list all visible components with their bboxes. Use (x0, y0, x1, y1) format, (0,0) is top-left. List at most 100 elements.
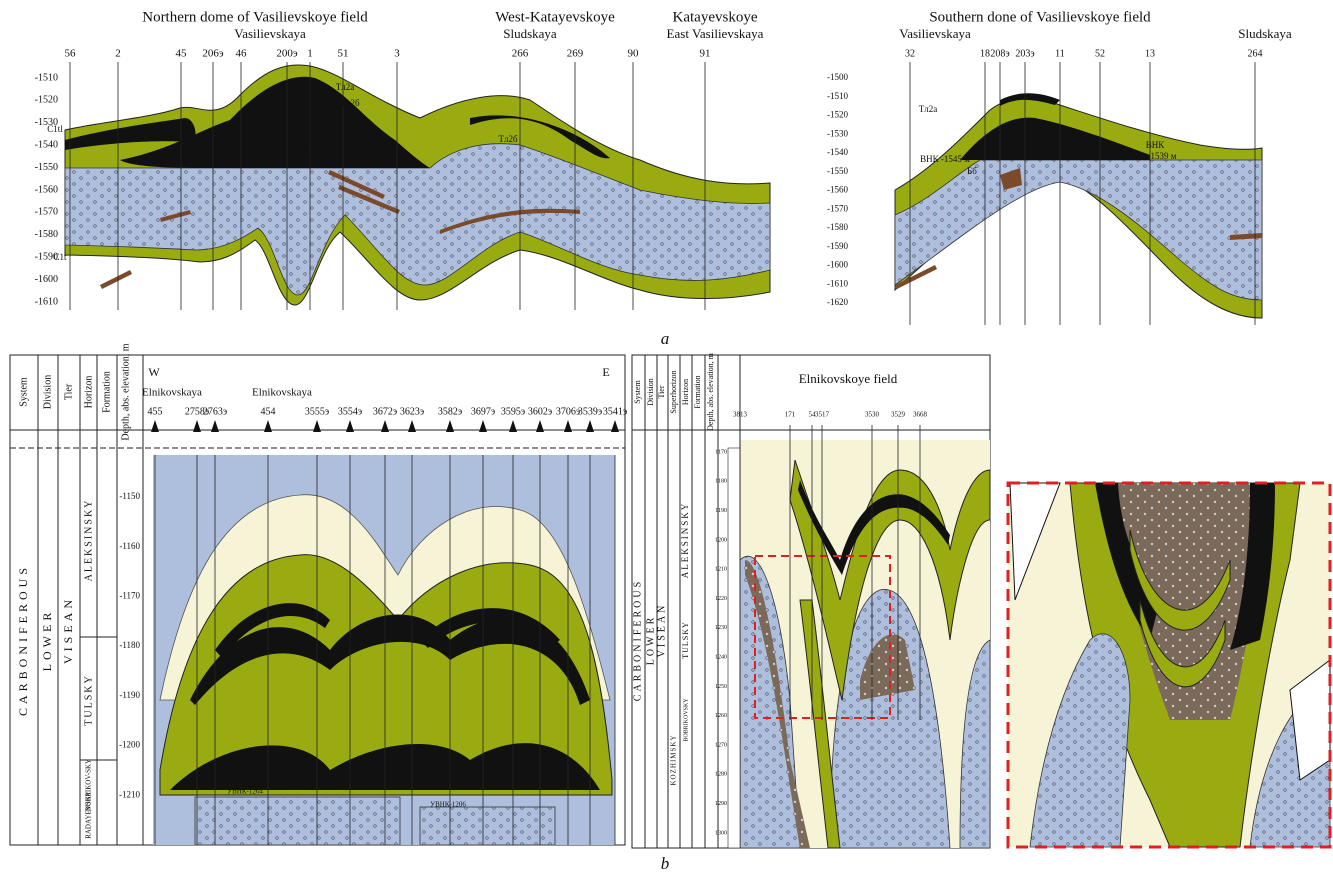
well-label: 52 (1095, 48, 1105, 59)
well-label: 1 (307, 48, 313, 60)
well-label: 90 (628, 48, 640, 60)
column-header: System (633, 379, 642, 403)
depth-label: 1170 (715, 449, 727, 455)
column-header: Tier (657, 385, 666, 398)
heading: Southern done of Vasilievskoye field (929, 9, 1151, 25)
stratigraphic-unit: VISEAN (61, 596, 75, 664)
well-marker (536, 420, 544, 432)
heading: Vasilievskaya (899, 26, 971, 41)
stratigraphic-unit: ALEKSINSKY (680, 502, 690, 579)
depth-label: 1200 (715, 537, 727, 543)
well-marker (313, 420, 321, 432)
well-label: 3672э (373, 406, 397, 417)
zoom-panel (1008, 483, 1330, 847)
depth-label: -1610 (35, 296, 58, 307)
depth-label: -1570 (827, 203, 848, 213)
well-label: 3554э (338, 406, 362, 417)
heading: Elnikovskoye field (799, 371, 898, 386)
depth-label: 1240 (715, 654, 727, 660)
well-marker (509, 420, 517, 432)
annotation: Tл2а (336, 82, 354, 92)
depth-label: 1190 (715, 508, 727, 514)
stratigraphic-unit: VISEAN (656, 603, 667, 658)
well-label: 200э (276, 48, 298, 60)
depth-label: -1540 (827, 147, 848, 157)
well-label: 46 (236, 48, 248, 60)
well-label: 13 (1145, 48, 1155, 59)
depth-label: -1550 (35, 162, 58, 173)
depth-label: -1510 (35, 72, 58, 83)
well-label: 208э (990, 48, 1009, 59)
well-label: 11 (1055, 48, 1065, 59)
well-label: 264 (1248, 48, 1263, 59)
depth-label: 1220 (715, 596, 727, 602)
annotation: C1t (53, 252, 67, 262)
caption: b (661, 854, 670, 873)
well-label: 3668 (913, 411, 928, 419)
column-header: Superhorizon (669, 370, 678, 413)
column-header: Depth, abs. elevation, m (706, 352, 715, 431)
stratigraphic-unit: CARBONIFEROUS (16, 564, 30, 716)
annotation: ВНК -1545 м (920, 154, 970, 164)
depth-label: -1590 (827, 241, 848, 251)
stratigraphic-unit: ALEKSINSKY (83, 499, 94, 582)
well-label: 3517 (815, 411, 830, 419)
depth-label: -1600 (827, 260, 848, 270)
well-marker (611, 420, 619, 432)
annotation: Tл2а (919, 104, 937, 114)
heading: Sludskaya (503, 26, 557, 41)
well-marker (479, 420, 487, 432)
well-label: 3530 (865, 411, 880, 419)
depth-label: -1530 (827, 128, 848, 138)
well-label: 3 (394, 48, 400, 60)
depth-label: -1600 (35, 274, 58, 285)
area: Elnikovskaya (142, 387, 202, 399)
column-header: Division (42, 375, 53, 409)
column-header: Depth, abs. elevation, m (120, 343, 131, 440)
annotation: -1539 м (1148, 151, 1177, 161)
section-a-right (895, 93, 1262, 318)
stratigraphic-unit: TULSKY (681, 621, 690, 659)
stratigraphic-unit: BOBRIKOVSKY (683, 698, 689, 742)
well-label: 3529 (891, 411, 906, 419)
well-label: 32 (905, 48, 915, 59)
well-label: 3813 (733, 411, 748, 419)
depth-label: -1540 (35, 139, 58, 150)
area: Elnikovskaya (252, 387, 312, 399)
annotation: Tл2б (340, 98, 359, 108)
depth-label: -1520 (35, 95, 58, 106)
column-header: Horizon (83, 376, 94, 409)
depth-label: -1610 (827, 278, 848, 288)
depth-label: -1150 (119, 491, 140, 501)
stratigraphic-unit: CARBONIFEROUS (632, 579, 643, 701)
depth-label: 1270 (715, 742, 727, 748)
depth-label: -1520 (827, 110, 848, 120)
depth-label: 1280 (715, 772, 727, 778)
depth-label: 1300 (715, 830, 727, 836)
contact-label: УВНК-1264 (227, 788, 263, 796)
well-marker (446, 420, 454, 432)
caption: a (661, 329, 670, 348)
well-marker (346, 420, 354, 432)
well-label: 18 (980, 48, 990, 59)
depth-label: 1260 (715, 713, 727, 719)
well-label: 454 (261, 406, 276, 417)
direction: W (148, 365, 160, 379)
annotation: Tл2б (498, 134, 517, 144)
contact-label: УВНК-1206 (430, 801, 466, 809)
depth-label: -1560 (35, 184, 58, 195)
section-a-left (65, 65, 770, 305)
well-marker (151, 420, 159, 432)
well-label: 91 (700, 48, 711, 60)
well-marker (211, 420, 219, 432)
well-label: 2 (115, 48, 121, 60)
well-marker (586, 420, 594, 432)
well-label: 3582э (438, 406, 462, 417)
heading: West-Katayevskoye (495, 9, 615, 25)
column-header: Horizon (681, 379, 690, 405)
depth-label: -1620 (827, 297, 848, 307)
well-label: 3623э (400, 406, 424, 417)
well-label: 3541э (603, 406, 627, 417)
well-label: 45 (176, 48, 188, 60)
well-label: 455 (148, 406, 163, 417)
